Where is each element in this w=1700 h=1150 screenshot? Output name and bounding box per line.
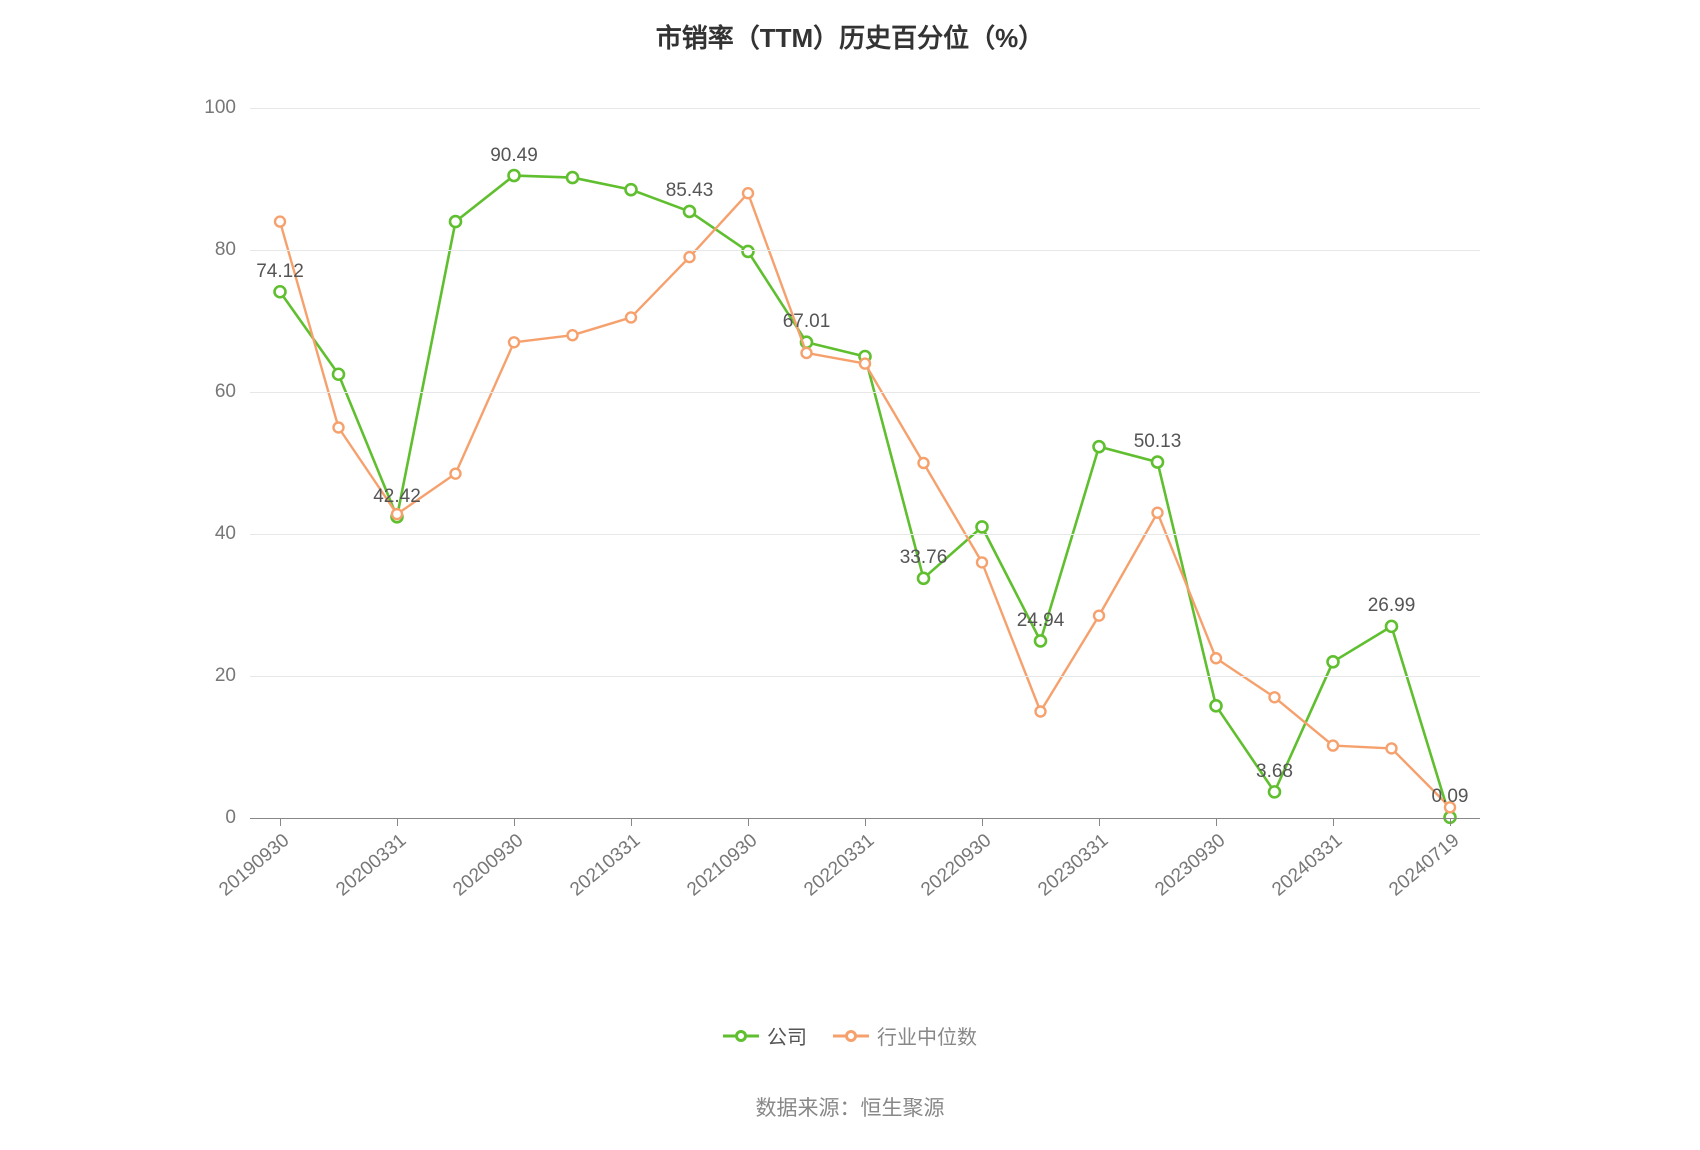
series-marker[interactable] [1211,653,1221,663]
series-marker[interactable] [977,557,987,567]
y-tick-label: 0 [225,807,250,829]
series-marker[interactable] [275,217,285,227]
x-tick-label: 20220331 [800,830,879,901]
data-point-label: 24.94 [1017,610,1065,632]
x-tick-label: 20240719 [1385,830,1464,901]
line-series-svg [250,108,1480,818]
series-marker[interactable] [1328,656,1339,667]
series-marker[interactable] [1328,741,1338,751]
data-point-label: 67.01 [783,311,831,333]
grid-line [250,392,1480,393]
chart-source: 数据来源：恒生聚源 [0,1092,1700,1122]
series-marker[interactable] [626,184,637,195]
series-marker[interactable] [802,348,812,358]
y-tick-label: 100 [204,97,250,119]
series-marker[interactable] [919,458,929,468]
series-marker[interactable] [860,359,870,369]
series-marker[interactable] [1094,441,1105,452]
series-marker[interactable] [1035,635,1046,646]
series-marker[interactable] [918,573,929,584]
x-tick-label: 20200930 [449,830,528,901]
series-marker[interactable] [1153,508,1163,518]
plot-area: 0204060801002019093020200331202009302021… [250,108,1480,818]
series-marker[interactable] [509,170,520,181]
series-marker[interactable] [743,188,753,198]
series-marker[interactable] [567,172,578,183]
series-line [280,176,1450,818]
y-tick-label: 80 [215,239,250,261]
grid-line [250,250,1480,251]
series-marker[interactable] [450,216,461,227]
data-point-label: 42.42 [373,486,421,508]
data-point-label: 26.99 [1368,596,1416,618]
data-point-label: 33.76 [900,547,948,569]
series-marker[interactable] [1270,692,1280,702]
x-tick-label: 20200331 [332,830,411,901]
series-marker[interactable] [334,423,344,433]
x-tick-label: 20190930 [215,830,294,901]
legend-item-company[interactable]: 公司 [723,1021,807,1050]
series-marker[interactable] [1152,457,1163,468]
data-point-label: 3.68 [1256,761,1293,783]
series-marker[interactable] [451,469,461,479]
series-marker[interactable] [1036,707,1046,717]
y-tick-label: 60 [215,381,250,403]
grid-line [250,534,1480,535]
series-marker[interactable] [509,337,519,347]
series-marker[interactable] [1386,621,1397,632]
series-marker[interactable] [392,509,402,519]
data-point-label: 74.12 [256,261,304,283]
chart-container: 市销率（TTM）历史百分位（%） 02040608010020190930202… [0,0,1700,1150]
data-point-label: 0.09 [1432,787,1469,809]
chart-title: 市销率（TTM）历史百分位（%） [0,18,1700,55]
series-marker[interactable] [1094,611,1104,621]
data-point-label: 85.43 [666,181,714,203]
series-marker[interactable] [1387,743,1397,753]
series-line [280,193,1450,807]
series-marker[interactable] [333,369,344,380]
x-tick-label: 20220930 [917,830,996,901]
x-tick-label: 20230331 [1034,830,1113,901]
series-marker[interactable] [1211,700,1222,711]
series-marker[interactable] [626,312,636,322]
series-marker[interactable] [1269,786,1280,797]
legend-label-company: 公司 [767,1021,807,1050]
legend-swatch-company [723,1029,759,1043]
series-marker[interactable] [977,521,988,532]
series-marker[interactable] [568,330,578,340]
data-point-label: 50.13 [1134,431,1182,453]
series-marker[interactable] [743,246,754,257]
legend-swatch-industry-median [833,1029,869,1043]
x-tick-label: 20210930 [683,830,762,901]
legend-label-industry-median: 行业中位数 [877,1021,977,1050]
x-tick-label: 20210331 [566,830,645,901]
y-tick-label: 20 [215,665,250,687]
y-tick-label: 40 [215,523,250,545]
legend-item-industry-median[interactable]: 行业中位数 [833,1021,977,1050]
x-tick-label: 20230930 [1151,830,1230,901]
chart-legend: 公司 行业中位数 [0,1021,1700,1050]
grid-line [250,108,1480,109]
series-marker[interactable] [685,252,695,262]
x-tick-label: 20240331 [1268,830,1347,901]
data-point-label: 90.49 [490,145,538,167]
grid-line [250,676,1480,677]
series-marker[interactable] [684,206,695,217]
series-marker[interactable] [275,286,286,297]
